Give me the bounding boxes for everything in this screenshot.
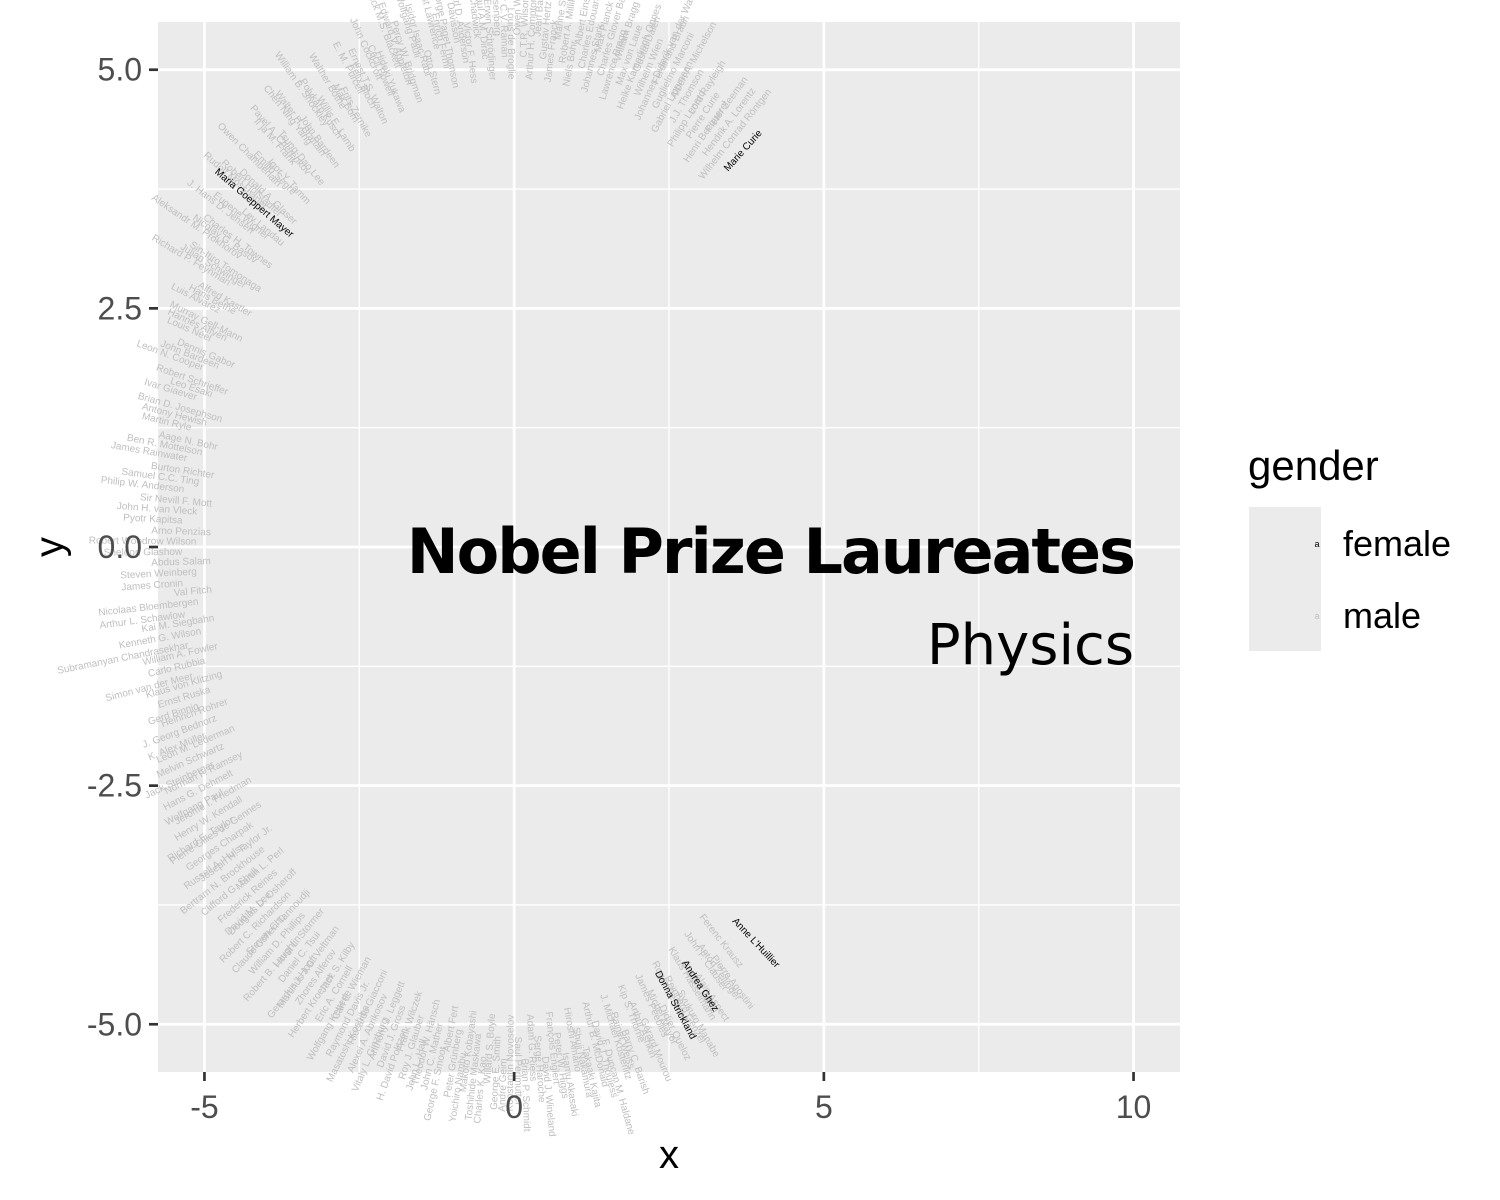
male-laureate-label: Val Fitch	[173, 585, 212, 599]
male-laureate-label: Pyotr Kapitsa	[123, 513, 183, 527]
y-tick-label: -2.5	[87, 768, 142, 804]
male-laureate-label: Arthur H. Compton	[524, 0, 539, 80]
plot-subtitle: Physics	[927, 613, 1134, 678]
male-laureate-label: Brian P. Schmidt	[519, 1058, 532, 1132]
y-tick-label: -5.0	[87, 1006, 142, 1042]
x-tick-label: 5	[815, 1089, 833, 1125]
x-axis: -5 0 5 10	[190, 1072, 1151, 1125]
male-laureate-label: Owen Willans Richardson	[512, 0, 524, 35]
male-laureate-label: Robert Woodrow Wilson	[89, 536, 197, 548]
male-laureate-label: James Cronin	[121, 578, 183, 593]
y-axis-title: y	[28, 537, 72, 557]
y-axis: -5.0 -2.5 0.0 2.5 5.0	[87, 52, 158, 1042]
x-axis-title: x	[659, 1133, 679, 1177]
male-laureate-label: Abdus Salam	[151, 556, 211, 569]
male-laureate-label: Gustav Hertz	[538, 1, 554, 60]
y-tick-label: 5.0	[98, 52, 142, 88]
male-laureate-label: Sir C.V. Raman	[497, 0, 510, 58]
x-tick-label: 10	[1116, 1089, 1152, 1125]
x-tick-label: 0	[505, 1089, 523, 1125]
male-laureate-label: Steven Weinberg	[120, 567, 197, 582]
legend-label-female: female	[1343, 523, 1451, 564]
plot-title: Nobel Prize Laureates	[407, 515, 1134, 588]
grid-major	[158, 22, 1180, 1072]
male-laureate-label: Willard S. Boyle	[482, 1013, 498, 1085]
male-laureate-label: C.T.R. Wilson	[519, 0, 532, 58]
y-tick-label: 0.0	[98, 529, 142, 565]
male-laureate-label: Konstantin Novoselov	[505, 1015, 517, 1112]
male-laureate-label: Saul Perlmutter	[512, 1037, 524, 1107]
legend-key-bg	[1249, 507, 1321, 651]
male-laureate-label: Andre Geim	[497, 1058, 510, 1112]
y-tick-label: 2.5	[98, 290, 142, 326]
male-laureate-label: Adam G. Riess	[524, 1014, 538, 1082]
legend-key-female: a	[1314, 539, 1319, 549]
male-laureate-label: George E. Smith	[489, 1036, 504, 1110]
legend-title: gender	[1248, 442, 1379, 489]
legend: gender a a female male	[1248, 442, 1451, 651]
male-laureate-label: Sheldon Glashow	[104, 547, 183, 559]
legend-label-male: male	[1343, 595, 1421, 636]
male-laureate-label: Arno Penzias	[151, 526, 211, 539]
legend-key-male: a	[1314, 611, 1319, 621]
x-tick-label: -5	[190, 1089, 218, 1125]
male-laureate-label: Louis de Broglie	[505, 8, 517, 80]
male-laureate-label: Serge Haroche	[531, 1035, 547, 1103]
